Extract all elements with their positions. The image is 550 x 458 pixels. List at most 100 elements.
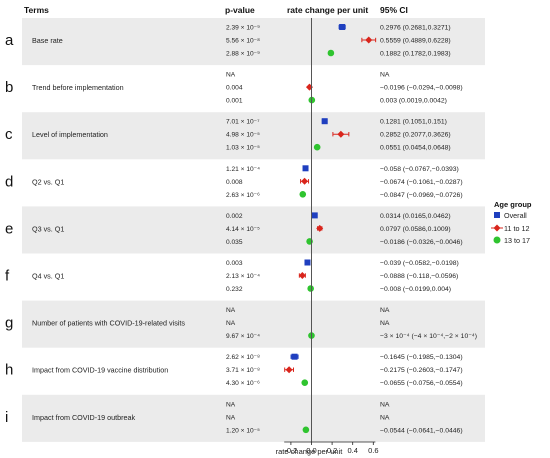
x-tick-label-0: -0.2 [284,446,297,455]
legend-marker-overall [494,212,500,218]
x-tick-label-3: 0.4 [347,446,357,455]
point-c-11to12 [337,130,345,138]
pvalue-e-3: 0.035 [226,239,243,246]
x-tick-label-1: 0.0 [306,446,316,455]
pvalue-b-2: 0.004 [226,85,243,92]
term-label-b: Trend before implementation [32,83,124,92]
term-label-i: Impact from COVID-19 outbreak [32,413,135,422]
pvalue-b-1: NA [226,72,236,79]
group-letter-e: e [5,220,13,237]
ci-d-3: −0.0847 (−0.0969,−0.0726) [380,192,463,199]
group-letter-g: g [5,315,13,332]
pvalue-c-2: 4.98 × 10⁻⁵ [226,132,260,139]
pvalue-f-2: 2.13 × 10⁻⁴ [226,273,260,280]
ci-d-2: −0.0674 (−0.1061,−0.0287) [380,179,463,186]
point-a-13to17 [327,49,335,57]
ci-b-2: −0.0196 (−0.0294,−0.0098) [380,85,463,92]
pvalue-i-1: NA [226,401,236,408]
ci-a-2: 0.5559 (0.4889,0.6228) [380,38,451,45]
ci-c-3: 0.0551 (0.0454,0.0648) [380,145,451,152]
point-c-overall [321,118,328,125]
ci-c-2: 0.2852 (0.2077,0.3626) [380,132,451,139]
header-ci: 95% CI [380,5,408,15]
pvalue-f-3: 0.232 [226,286,243,293]
point-h-13to17 [301,379,309,387]
ci-h-1: −0.1645 (−0.1985,−0.1304) [380,354,463,361]
pvalue-a-3: 2.88 × 10⁻⁹ [226,51,260,58]
group-letter-a: a [5,32,14,49]
header-pvalue: p-value [225,5,255,15]
ci-a-1: 0.2976 (0.2681,0.3271) [380,25,451,32]
point-i-13to17 [302,426,310,434]
ci-d-1: −0.058 (−0.0767,−0.0393) [380,166,459,173]
legend-marker-11to12 [493,224,501,232]
pvalue-e-1: 0.002 [226,213,243,220]
group-letter-d: d [5,173,13,190]
x-axis: -0.2 0.0 0.2 0.4 0.6 [284,441,379,455]
row-band-c [22,112,485,160]
term-label-g: Number of patients with COVID-19-related… [32,319,185,328]
point-d-overall [302,165,309,172]
legend-marker-13to17 [493,236,501,244]
row-bands [22,18,485,442]
ci-c-1: 0.1281 (0.1051,0.151) [380,119,447,126]
ci-h-3: −0.0655 (−0.0756,−0.0554) [380,380,463,387]
row-labels: a Base rate 2.39 × 10⁻⁹ 0.2976 (0.2681,0.32… [5,25,477,435]
ci-b-1: NA [380,72,390,79]
x-tick-label-2: 0.2 [327,446,337,455]
pvalue-a-1: 2.39 × 10⁻⁹ [226,25,260,32]
term-label-c: Level of implementation [32,130,108,139]
pvalue-e-2: 4.14 × 10⁻⁵ [226,226,260,233]
group-letter-i: i [5,409,8,426]
ci-a-3: 0.1882 (0.1782,0.1983) [380,51,451,58]
ci-f-3: −0.008 (−0.0199,0.004) [380,286,451,293]
pvalue-i-2: NA [226,414,236,421]
pvalue-i-3: 1.20 × 10⁻⁵ [226,427,260,434]
ci-i-1: NA [380,401,390,408]
ci-e-2: 0.0797 (0.0586,0.1009) [380,226,451,233]
point-h-overall [291,353,298,360]
legend-title: Age group [494,200,532,209]
plot-area [284,18,377,442]
pvalue-c-3: 1.03 × 10⁻⁵ [226,145,260,152]
header-terms: Terms [24,5,49,15]
ci-e-1: 0.0314 (0.0165,0.0462) [380,213,451,220]
group-letter-f: f [5,268,10,285]
pvalue-g-3: 9.67 × 10⁻⁴ [226,333,260,340]
legend-label-overall: Overall [504,211,527,220]
ci-i-2: NA [380,414,390,421]
ci-b-3: 0.003 (0.0019,0.0042) [380,98,447,105]
row-band-e [22,206,485,254]
group-letter-b: b [5,79,13,96]
pvalue-g-1: NA [226,307,236,314]
term-label-d: Q2 vs. Q1 [32,177,64,186]
point-f-overall [304,259,311,266]
pvalue-a-2: 5.56 × 10⁻⁸ [226,38,260,45]
ci-f-1: −0.039 (−0.0582,−0.0198) [380,260,459,267]
header-effect: rate change per unit [287,5,368,15]
pvalue-b-3: 0.001 [226,98,243,105]
row-band-g [22,300,485,348]
point-d-13to17 [299,191,307,198]
x-axis-label: rate change per unit [276,447,344,456]
pvalue-h-3: 4.30 × 10⁻⁶ [226,380,260,387]
point-h-11to12 [285,366,293,374]
row-band-a [22,18,485,66]
pvalue-h-2: 3.71 × 10⁻⁸ [226,367,260,374]
ci-f-2: −0.0888 (−0.118,−0.0596) [380,273,458,280]
point-a-overall [339,24,346,30]
pvalue-d-3: 2.63 × 10⁻⁶ [226,192,260,199]
point-d-11to12 [301,177,309,185]
point-e-11to12 [316,224,324,232]
point-c-13to17 [313,143,321,151]
ci-i-3: −0.0544 (−0.0641,−0.0446) [380,427,463,434]
pvalue-g-2: NA [226,320,236,327]
ci-h-2: −0.2175 (−0.2603,−0.1747) [380,367,463,374]
ci-g-2: NA [380,320,390,327]
legend-label-11to12: 11 to 12 [504,224,529,233]
term-label-h: Impact from COVID-19 vaccine distributio… [32,366,168,375]
x-tick-label-4: 0.6 [368,446,378,455]
pvalue-c-1: 7.01 × 10⁻⁷ [226,119,260,126]
term-label-e: Q3 vs. Q1 [32,224,64,233]
